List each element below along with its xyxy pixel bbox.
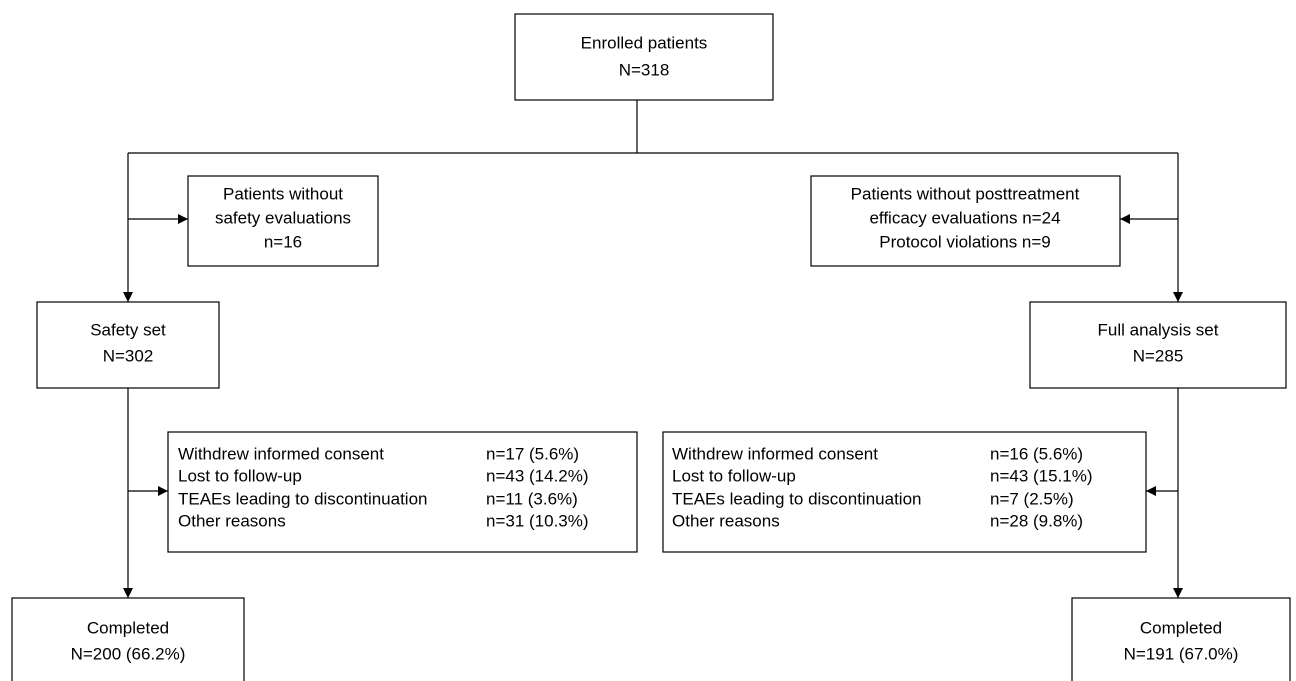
discontinued-fas-box: Withdrew informed consent n=16 (5.6%) Lo…	[662, 431, 1147, 553]
node-text: Protocol violations n=9	[879, 232, 1051, 251]
reason-count: n=17 (5.6%)	[486, 444, 579, 463]
reason-count: n=28 (9.8%)	[990, 511, 1083, 530]
excluded-efficacy-box: Patients without posttreatment efficacy …	[810, 175, 1121, 267]
node-text: n=16	[264, 232, 302, 251]
node-text: N=318	[619, 60, 670, 79]
completed-fas-box: Completed N=191 (67.0%)	[1071, 597, 1291, 681]
excluded-safety-box: Patients without safety evaluations n=16	[187, 175, 379, 267]
enrolled-box: Enrolled patients N=318	[514, 13, 774, 101]
node-text: efficacy evaluations n=24	[869, 208, 1060, 227]
node-text: Patients without	[223, 184, 343, 203]
node-text: Completed	[1140, 618, 1222, 637]
node-text: N=302	[103, 346, 154, 365]
node-text: safety evaluations	[215, 208, 351, 227]
discontinued-safety-box: Withdrew informed consent n=17 (5.6%) Lo…	[167, 431, 638, 553]
reason: Lost to follow-up	[178, 466, 302, 485]
connectors	[123, 100, 1183, 598]
reason-count: n=7 (2.5%)	[990, 489, 1074, 508]
safety-set-box: Safety set N=302	[36, 301, 220, 389]
reason-count: n=31 (10.3%)	[486, 511, 589, 530]
reason-count: n=11 (3.6%)	[486, 489, 578, 508]
node-text: Patients without posttreatment	[851, 184, 1080, 203]
reason-count: n=43 (15.1%)	[990, 466, 1093, 485]
node-text: Safety set	[90, 320, 166, 339]
reason-count: n=43 (14.2%)	[486, 466, 589, 485]
reason: Lost to follow-up	[672, 466, 796, 485]
full-analysis-box: Full analysis set N=285	[1029, 301, 1287, 389]
node-text: Enrolled patients	[581, 33, 708, 52]
node-text: N=285	[1133, 346, 1184, 365]
node-text: Full analysis set	[1098, 320, 1219, 339]
node-text: N=191 (67.0%)	[1124, 644, 1239, 663]
reason: TEAEs leading to discontinuation	[178, 489, 428, 508]
reason: Withdrew informed consent	[672, 444, 878, 463]
reason: TEAEs leading to discontinuation	[672, 489, 922, 508]
reason: Other reasons	[178, 511, 286, 530]
reason-count: n=16 (5.6%)	[990, 444, 1083, 463]
node-text: N=200 (66.2%)	[71, 644, 186, 663]
node-text: Completed	[87, 618, 169, 637]
reason: Other reasons	[672, 511, 780, 530]
reason: Withdrew informed consent	[178, 444, 384, 463]
completed-safety-box: Completed N=200 (66.2%)	[11, 597, 245, 681]
